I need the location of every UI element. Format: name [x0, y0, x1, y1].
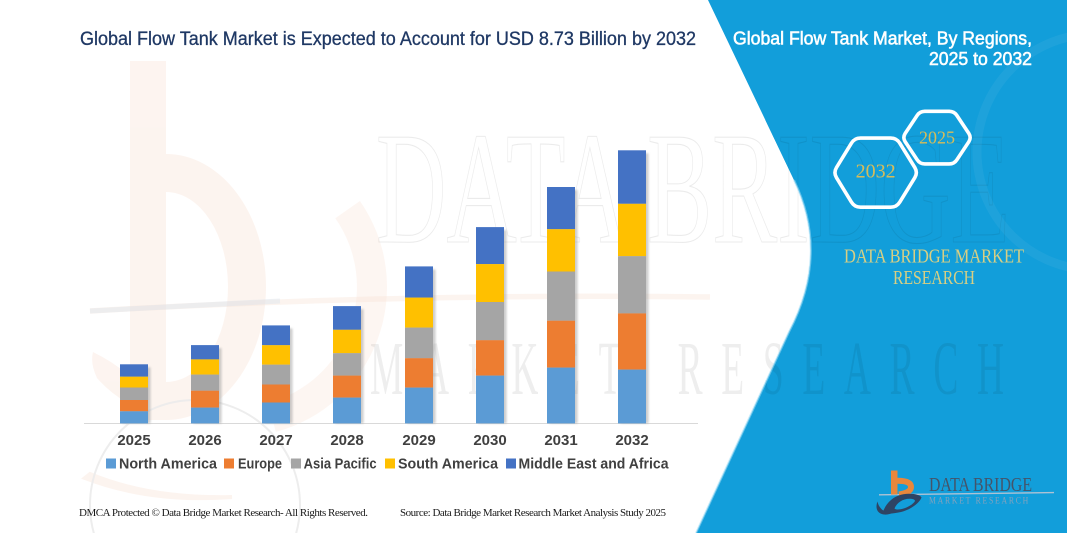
svg-text:MARKET RESEARCH: MARKET RESEARCH	[929, 496, 1030, 506]
svg-text:2025: 2025	[117, 432, 150, 449]
svg-text:2031: 2031	[544, 432, 577, 449]
svg-text:2025: 2025	[919, 128, 955, 148]
svg-text:Global Flow Tank Market is Exp: Global Flow Tank Market is Expected to A…	[80, 29, 696, 50]
svg-text:2029: 2029	[402, 432, 435, 449]
svg-text:2032: 2032	[856, 161, 896, 183]
svg-text:Asia Pacific: Asia Pacific	[304, 456, 377, 473]
svg-text:2025 to 2032: 2025 to 2032	[929, 48, 1032, 69]
svg-text:2026: 2026	[188, 432, 221, 449]
svg-text:2030: 2030	[473, 432, 506, 449]
svg-text:Europe: Europe	[238, 456, 282, 473]
svg-text:South America: South America	[398, 456, 499, 473]
svg-text:Global Flow Tank Market, By Re: Global Flow Tank Market, By Regions,	[733, 28, 1032, 49]
svg-text:DATA BRIDGE: DATA BRIDGE	[929, 474, 1032, 496]
svg-text:Source: Data Bridge Market Res: Source: Data Bridge Market Research Mark…	[400, 507, 667, 519]
svg-text:2028: 2028	[330, 432, 363, 449]
svg-text:RESEARCH: RESEARCH	[893, 267, 975, 289]
svg-text:DMCA Protected © Data Bridge M: DMCA Protected © Data Bridge Market Rese…	[79, 507, 368, 519]
svg-text:Middle East and Africa: Middle East and Africa	[519, 456, 670, 473]
svg-text:2027: 2027	[259, 432, 292, 449]
svg-text:North America: North America	[119, 456, 218, 473]
svg-text:DATA BRIDGE MARKET: DATA BRIDGE MARKET	[844, 246, 1024, 268]
svg-text:2032: 2032	[615, 432, 648, 449]
